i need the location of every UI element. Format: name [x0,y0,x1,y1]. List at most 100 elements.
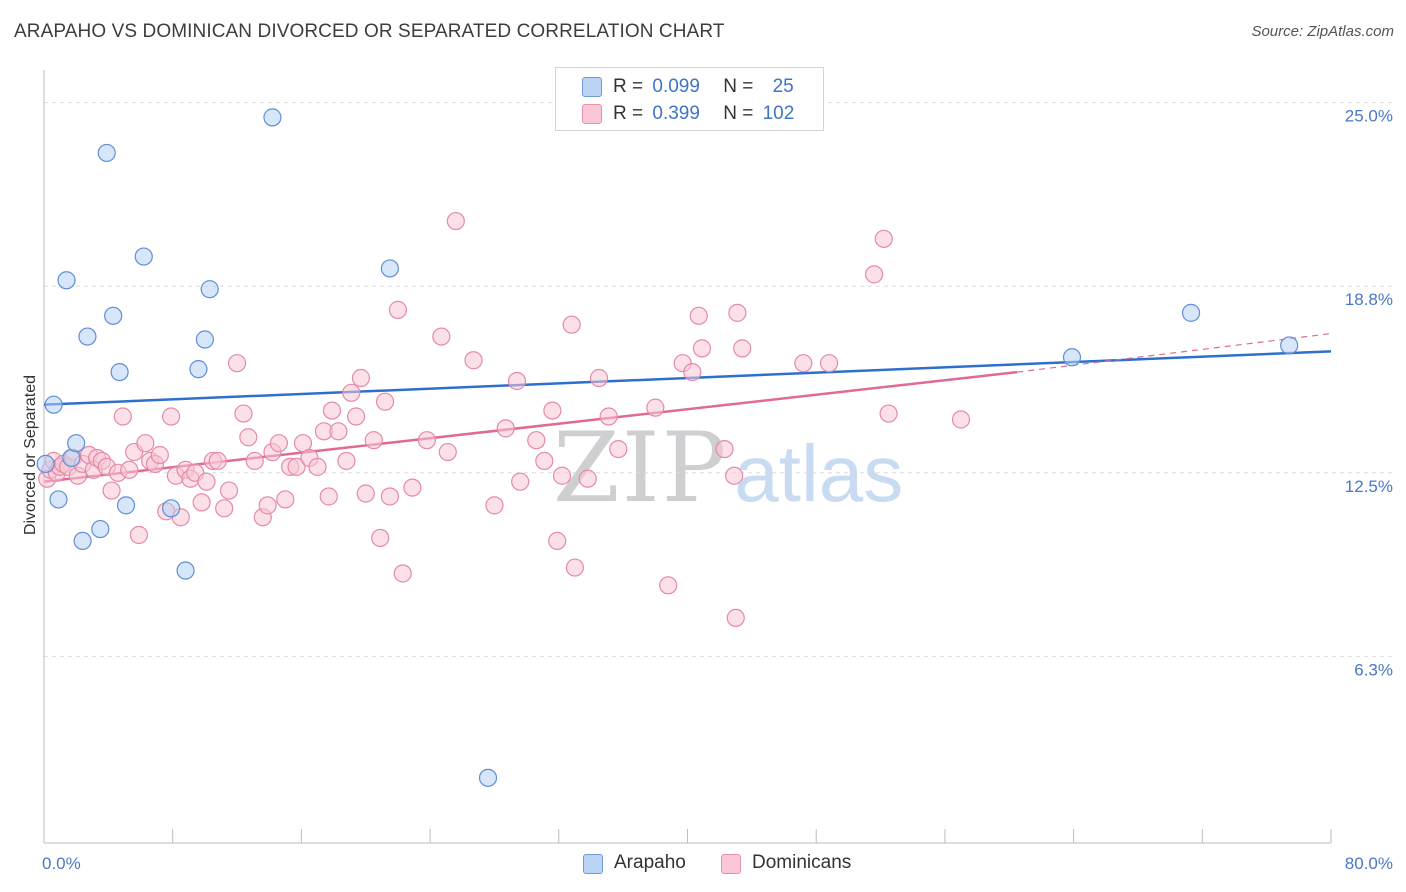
arapaho-point [116,496,136,515]
dominican-point [342,383,361,402]
dominican-point [446,211,465,231]
dominican-point [287,457,306,476]
dominican-point [565,558,584,577]
legend-swatch-dominicans [582,104,602,124]
watermark-zip: ZIP [553,412,729,524]
dominican-point [276,490,295,509]
dominican-point [356,484,375,503]
arapaho-point [176,561,195,580]
dominican-point [227,354,247,373]
y-tick-label: 6.3% [1354,660,1393,679]
bottom-legend-label-dominicans: Dominicans [752,852,852,873]
arapaho-point [36,454,55,474]
dominican-point [659,576,678,595]
legend-swatch-arapaho [582,77,602,97]
chart-title: ARAPAHO VS DOMINICAN DIVORCED OR SEPARAT… [14,21,725,42]
y-tick-label: 12.5% [1345,477,1393,496]
grid-lines [44,102,1392,657]
dominican-point [527,431,546,450]
arapaho-point [49,490,68,509]
dominican-point [692,339,712,358]
data-points [36,108,1299,787]
legend-text-arapaho: R = 0.099 N = 25 [613,76,794,97]
dominican-point [337,451,356,471]
dominican-point [364,431,383,450]
dominican-point [562,315,581,334]
dominican-point [552,466,572,485]
arapaho-point [161,499,181,518]
y-tick-label: 18.8% [1345,290,1393,309]
dominican-point [351,368,371,388]
x-tick-label: 80.0% [1345,854,1393,873]
dominican-point [543,401,562,420]
dominican-point [258,496,277,515]
dominican-point [329,422,348,441]
dominican-point [161,407,181,426]
dominican-point [535,451,554,471]
dominican-point [646,398,665,417]
dominican-trend-extension [1017,332,1332,373]
arapaho-point [97,143,116,163]
dominican-point [819,354,839,373]
arapaho-point [104,306,123,325]
dominican-point [578,469,597,488]
dominican-point [865,265,884,284]
arapaho-point [134,247,153,266]
stats-legend: R = 0.099 N = 25 R = 0.399 N = 102 [555,67,824,131]
arapaho-point [478,768,498,787]
arapaho-point [110,362,129,382]
x-tick-label: 0.0% [42,854,81,873]
arapaho-point [200,280,219,299]
dominican-point [726,608,745,628]
dominican-point [208,451,227,471]
arapaho-point [78,327,97,346]
dominican-point [438,442,457,462]
bottom-legend-label-arapaho: Arapaho [614,852,686,873]
dominican-point [507,371,527,391]
arapaho-point [57,271,76,290]
arapaho-point [189,360,208,379]
dominican-point [319,487,338,506]
y-axis-label: Divorced or Separated [22,375,39,535]
arapaho-point [91,519,110,539]
dominican-point [599,407,618,426]
dominican-point [375,392,395,411]
dominican-point [322,401,342,420]
arapaho-point [195,330,214,349]
dominican-point [308,457,327,476]
dominican-point [371,528,390,548]
dominican-point [120,460,139,479]
source-label: Source: ZipAtlas.com [1251,23,1394,40]
dominican-point [725,466,744,485]
dominican-point [113,407,132,426]
dominican-point [733,339,752,358]
y-tick-label: 25.0% [1345,107,1393,126]
dominican-point [129,525,149,545]
dominican-point [485,496,504,515]
dominican-point [239,428,258,447]
dominican-point [689,306,708,325]
tick-labels: 6.3% 12.5% 18.8% 25.0% 0.0% 80.0% [42,107,1393,873]
dominican-point [417,431,436,450]
dominican-point [403,478,422,497]
dominican-point [380,487,399,506]
dominican-point [102,481,121,500]
dominican-point [589,368,609,388]
bottom-legend-swatch-dominicans [721,854,741,874]
watermark: ZIPatlas [553,412,903,524]
dominican-point [269,434,288,453]
dominican-point [393,564,412,583]
dominican-point [511,472,530,491]
dominican-point [609,439,628,459]
dominican-point [794,354,813,373]
legend-text-dominicans: R = 0.399 N = 102 [613,103,795,124]
dominican-point [219,481,239,500]
bottom-legend-swatch-arapaho [583,854,603,874]
dominican-point [879,404,898,423]
dominican-point [192,493,211,512]
dominican-point [496,419,515,438]
dominican-point [234,404,253,423]
dominican-point [388,300,408,319]
arapaho-point [263,108,282,127]
